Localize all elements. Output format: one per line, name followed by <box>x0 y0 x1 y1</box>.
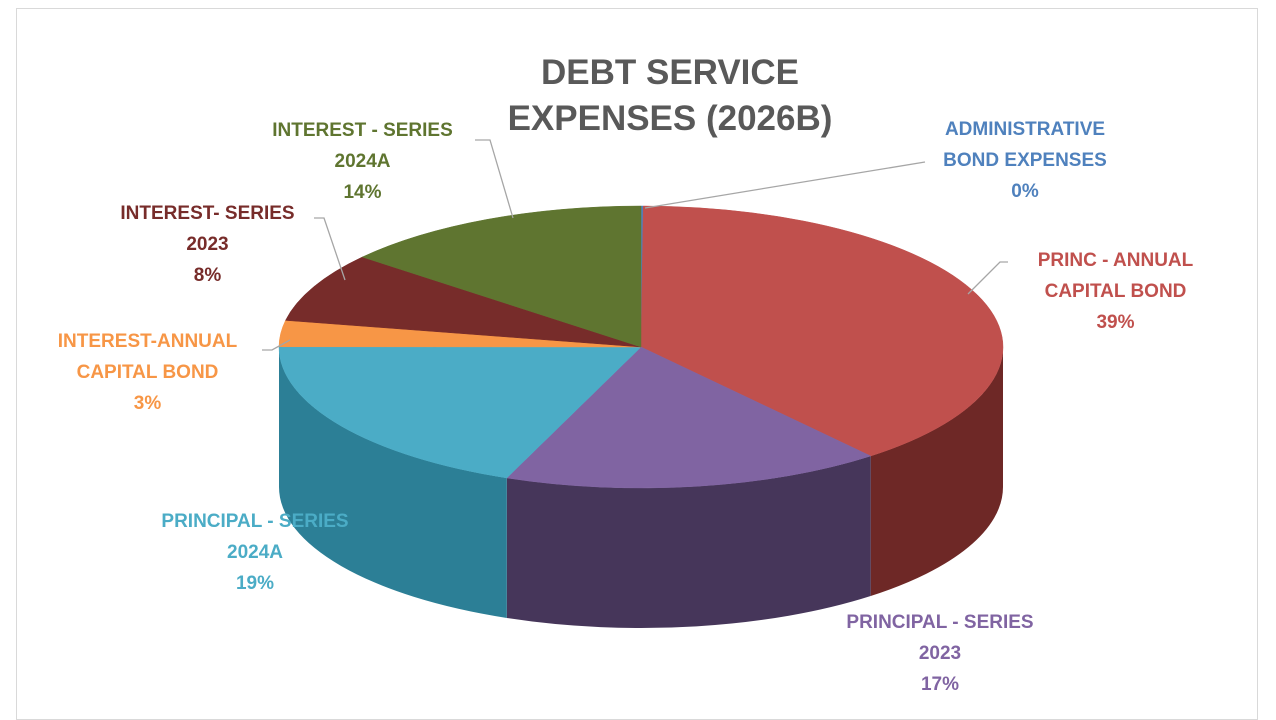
pie-side-3 <box>279 347 507 618</box>
label-line: ADMINISTRATIVE <box>944 119 1106 140</box>
pie-side-1 <box>870 347 1003 596</box>
label-pct: 3% <box>133 393 162 414</box>
label-pct: 17% <box>920 674 960 695</box>
pie-slice-3 <box>278 346 642 479</box>
label-line: INTEREST- SERIES <box>120 203 295 224</box>
pie-slice-2 <box>506 346 872 489</box>
label-pct: 8% <box>193 265 222 286</box>
pie-side-walls <box>279 347 1003 628</box>
label-pct: 14% <box>343 182 382 203</box>
label-line: 2024A <box>334 151 391 172</box>
pie-slice-1 <box>640 205 1004 457</box>
leader-line-2 <box>475 139 514 219</box>
pie-side-2 <box>506 455 871 628</box>
label-line: INTEREST - SERIES <box>272 120 453 141</box>
label-pct: 19% <box>235 573 275 594</box>
leader-line-1 <box>967 261 1008 295</box>
label-princ-annual: PRINC - ANNUAL CAPITAL BOND 39% <box>1008 245 1223 338</box>
label-interest-2023: INTEREST- SERIES 2023 8% <box>100 198 315 291</box>
leader-line-4 <box>262 339 291 351</box>
label-line: PRINCIPAL - SERIES <box>161 511 349 532</box>
pie-slice-5 <box>285 256 642 348</box>
leader-line-3 <box>314 217 346 281</box>
label-line: INTEREST-ANNUAL <box>57 331 238 352</box>
label-line: CAPITAL BOND <box>1044 281 1187 302</box>
label-interest-2024a: INTEREST - SERIES 2024A 14% <box>255 115 470 208</box>
pie-slice-6 <box>361 205 642 348</box>
label-pct: 39% <box>1096 312 1135 333</box>
chart-title-line-2: EXPENSES (2026B) <box>507 99 833 138</box>
label-interest-annual: INTEREST-ANNUAL CAPITAL BOND 3% <box>30 326 265 419</box>
pie-top-faces <box>278 205 1004 489</box>
leader-line-0 <box>644 161 926 209</box>
label-line: PRINCIPAL - SERIES <box>846 612 1034 633</box>
leader-lines <box>262 139 1008 351</box>
label-line: BOND EXPENSES <box>943 150 1107 171</box>
label-line: CAPITAL BOND <box>76 362 219 383</box>
label-administrative: ADMINISTRATIVE BOND EXPENSES 0% <box>910 114 1140 207</box>
label-pct: 0% <box>1011 181 1039 202</box>
label-line: 2024A <box>227 542 283 563</box>
label-line: 2023 <box>918 643 962 664</box>
label-principal-2024a: PRINCIPAL - SERIES 2024A 19% <box>140 506 370 599</box>
chart-title-line-1: DEBT SERVICE <box>540 53 800 92</box>
label-line: PRINC - ANNUAL <box>1037 250 1194 271</box>
label-principal-2023: PRINCIPAL - SERIES 2023 17% <box>825 607 1055 700</box>
chart-title: DEBT SERVICE EXPENSES (2026B) <box>470 50 870 142</box>
label-line: 2023 <box>186 234 229 255</box>
